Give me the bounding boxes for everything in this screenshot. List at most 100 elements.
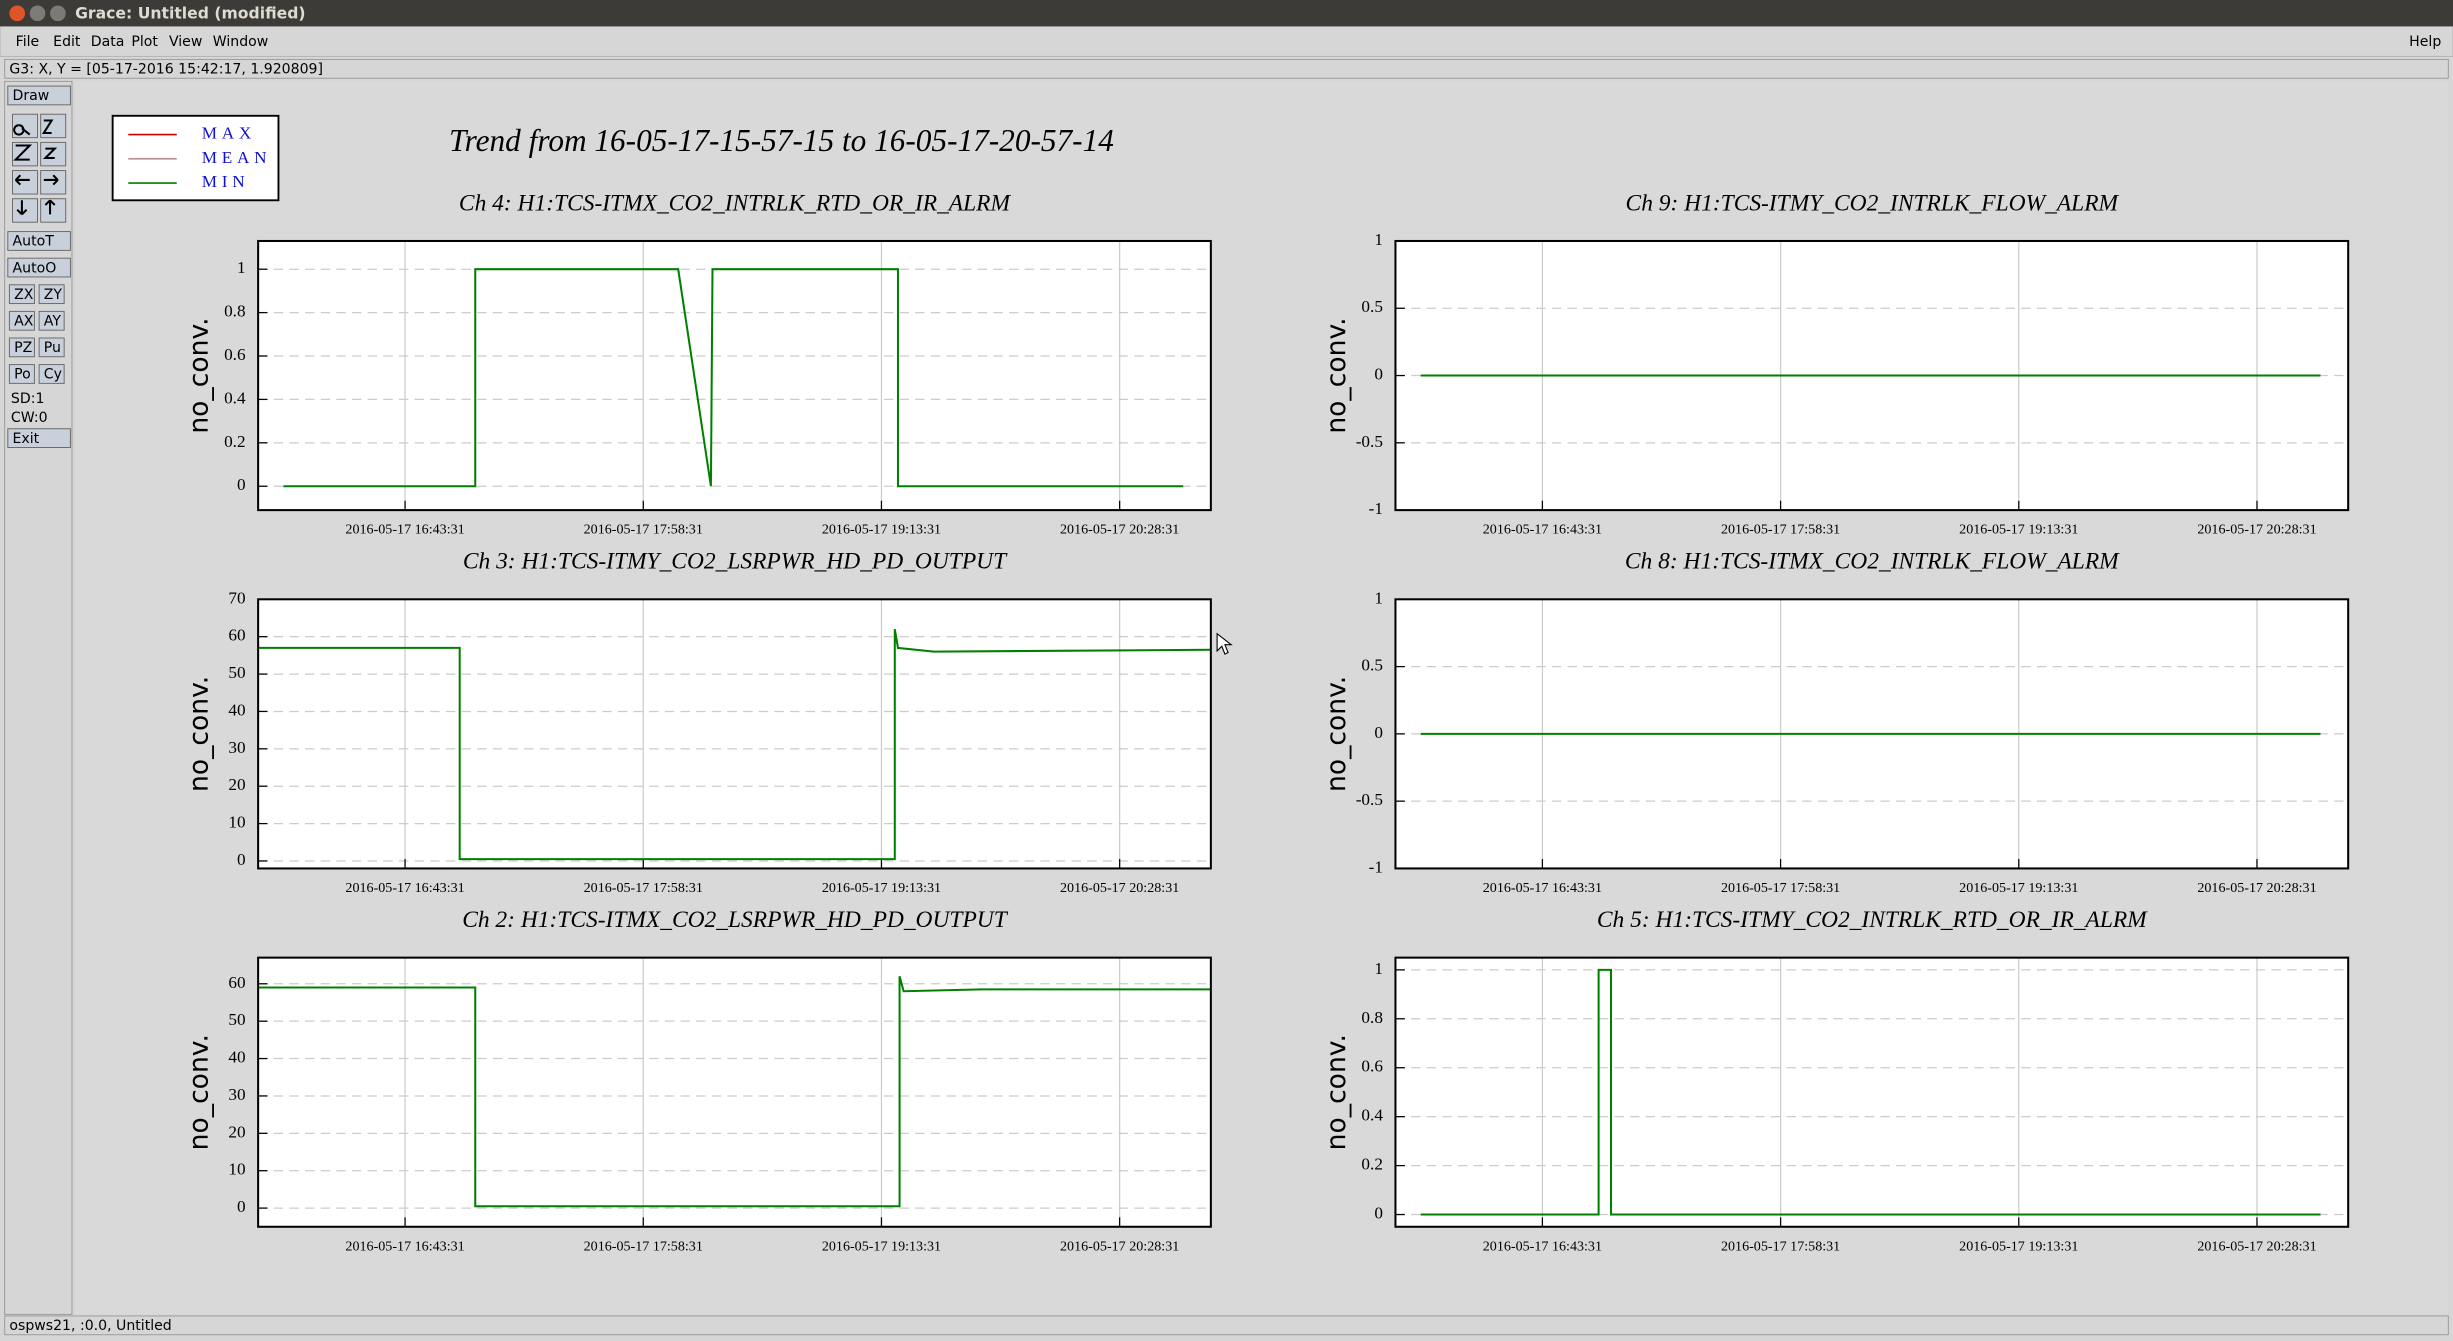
status-top-text: G3: X, Y = [05-17-2016 15:42:17, 1.92080… [9,62,323,78]
toolbar-button-label[interactable]: AX [14,314,34,330]
y-tick-label: 40 [228,700,245,719]
toolbar-button[interactable] [7,428,71,448]
y-tick-label: -1 [1369,857,1383,876]
y-tick-label: -0.5 [1356,432,1383,451]
y-tick-label: 0.2 [224,432,246,451]
icon-button[interactable] [12,170,39,195]
legend-label: MEAN [202,148,271,167]
y-tick-label: 0.6 [1361,1057,1383,1076]
toolbar-button[interactable] [8,364,35,384]
toolbar-button[interactable] [38,310,65,331]
y-tick-label: 30 [228,1085,245,1104]
icon-glyph [44,199,56,215]
toolbar-button[interactable] [7,257,71,278]
x-tick-label: 2016-05-17 17:58:31 [584,1238,703,1254]
icon-glyph [14,174,30,186]
x-tick-label: 2016-05-17 17:58:31 [584,522,703,538]
window-title: Grace: Untitled (modified) [75,4,305,23]
x-tick-label: 2016-05-17 16:43:31 [345,1238,464,1254]
toolbar-button-label[interactable]: ZY [44,287,63,303]
close-button[interactable] [9,5,26,22]
menu-item[interactable]: Edit [53,34,81,50]
trend-title: Trend from 16-05-17-15-57-15 to 16-05-17… [449,123,1114,158]
minimize-button[interactable] [29,5,46,22]
chart-title: Ch 5: H1:TCS-ITMY_CO2_INTRLK_RTD_OR_IR_A… [1597,907,2148,933]
menu-item[interactable]: Plot [131,34,158,50]
chart-title: Ch 3: H1:TCS-ITMY_CO2_LSRPWR_HD_PD_OUTPU… [463,549,1008,575]
icon-button[interactable] [40,141,67,167]
icon-glyph [13,124,31,136]
menu-help[interactable]: Help [2409,34,2441,50]
icon-glyph [43,174,59,186]
y-tick-label: 0.5 [1361,297,1383,316]
x-tick-label: 2016-05-17 19:13:31 [1959,880,2078,896]
x-tick-label: 2016-05-17 16:43:31 [345,522,464,538]
toolbar-button-label[interactable]: Pu [44,340,61,356]
y-tick-label: 60 [228,626,245,645]
mouse-cursor [1216,632,1233,655]
toolbar-button[interactable] [38,337,65,358]
x-tick-label: 2016-05-17 20:28:31 [2197,880,2316,896]
icon-button[interactable] [40,113,67,139]
chart-title: Ch 9: H1:TCS-ITMY_CO2_INTRLK_FLOW_ALRM [1626,190,2120,216]
toolbar-button[interactable] [7,231,71,251]
y-axis-label: no_conv. [1321,317,1352,433]
plot-frame [1394,239,2350,512]
plot-frame [1394,598,2350,870]
toolbar-button-label[interactable]: ZX [14,287,34,303]
x-tick-label: 2016-05-17 19:13:31 [1959,522,2078,538]
icon-glyph [41,119,54,135]
toolbar-button-label[interactable]: Cy [44,367,62,383]
y-tick-label: 1 [237,258,246,277]
y-axis-label: no_conv. [1321,676,1352,792]
x-tick-label: 2016-05-17 17:58:31 [1721,522,1840,538]
toolbar-button-label[interactable]: AutoT [13,234,55,250]
toolbar-button[interactable] [8,310,35,331]
icon-glyph [42,147,58,160]
y-tick-label: 1 [1374,588,1383,607]
menu-item[interactable]: View [169,34,202,50]
menu-item[interactable]: Window [213,34,269,50]
y-tick-label: 50 [228,1010,245,1029]
y-tick-label: 50 [228,663,245,682]
toolbar-button[interactable] [38,284,65,305]
y-tick-label: 0 [237,475,246,494]
menu-item[interactable]: Data [91,34,125,50]
plot-area [258,240,1211,511]
x-tick-label: 2016-05-17 17:58:31 [584,880,703,896]
maximize-button[interactable] [50,5,66,22]
toolbar-button[interactable] [8,337,35,358]
toolbar-button-label[interactable]: Po [14,367,31,383]
x-tick-label: 2016-05-17 16:43:31 [1483,1238,1602,1254]
y-tick-label: 10 [228,1160,245,1179]
data-line [1420,968,2321,1216]
toolbar-button[interactable] [8,284,35,305]
toolbar-label: CW:0 [11,410,48,426]
toolbar-button-label[interactable]: Exit [13,431,40,447]
status-bottom-text: ospws21, :0.0, Untitled [9,1318,171,1334]
y-axis-label: no_conv. [184,1034,215,1150]
toolbar-button[interactable] [7,85,71,106]
icon-button[interactable] [12,113,39,139]
status-top [4,58,2449,79]
chart-title: Ch 2: H1:TCS-ITMX_CO2_LSRPWR_HD_PD_OUTPU… [462,907,1009,933]
x-tick-label: 2016-05-17 20:28:31 [2197,522,2316,538]
data-line [258,629,1211,861]
toolbar-button-label[interactable]: AY [44,314,62,330]
x-tick-label: 2016-05-17 16:43:31 [345,880,464,896]
x-tick-label: 2016-05-17 17:58:31 [1721,1238,1840,1254]
toolbar-button-label[interactable]: PZ [14,340,32,356]
x-tick-label: 2016-05-17 19:13:31 [822,880,941,896]
y-tick-label: 0 [1374,723,1383,742]
toolbar-button[interactable] [38,364,65,384]
toolbar-button-label[interactable]: Draw [13,88,50,104]
plot-frame [257,598,1212,870]
toolbar-button-label[interactable]: AutoO [13,260,57,276]
plot-frame [257,956,1212,1228]
menu-item[interactable]: File [16,34,40,50]
menu-bar [0,26,2453,57]
icon-button[interactable] [40,170,67,195]
title-bar [0,0,2453,27]
